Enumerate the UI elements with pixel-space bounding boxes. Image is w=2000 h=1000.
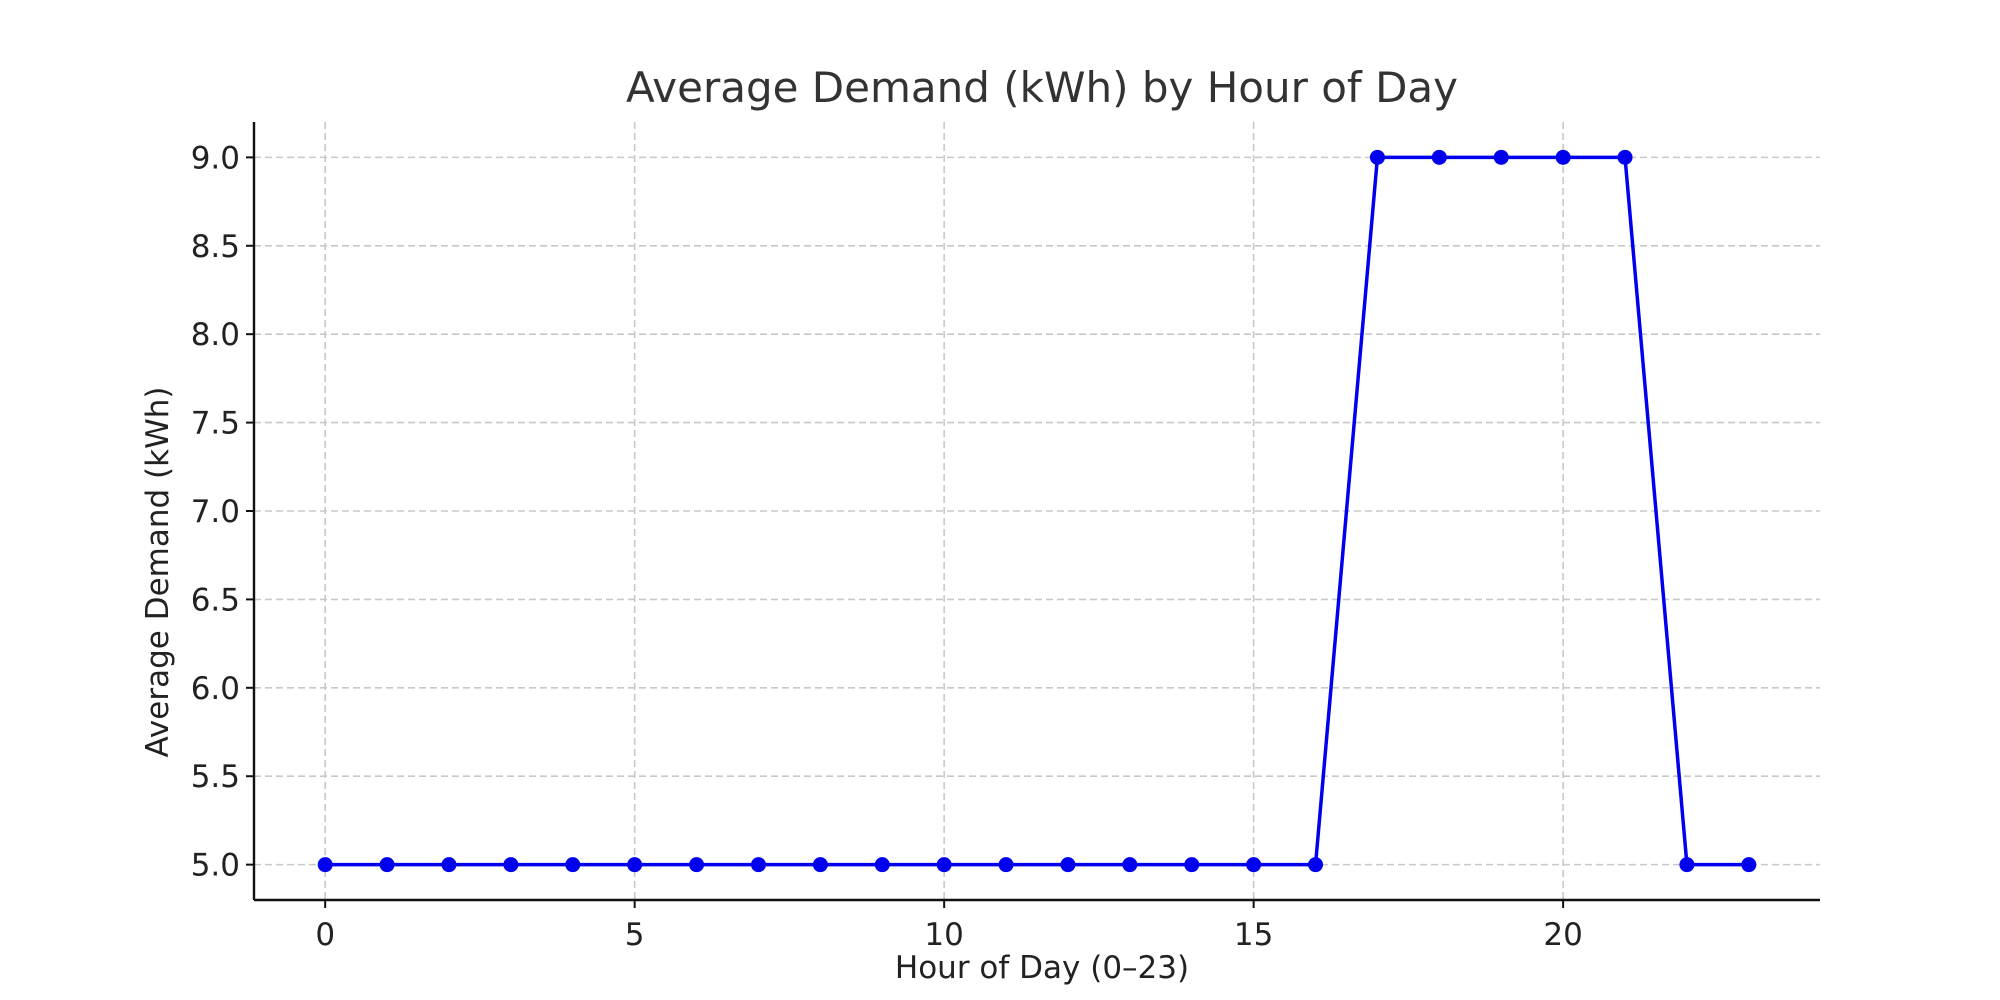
x-tick-label: 20 xyxy=(1543,917,1582,953)
y-tick-label: 5.5 xyxy=(191,759,240,795)
data-point[interactable] xyxy=(1308,857,1324,873)
x-axis-title: Hour of Day (0–23) xyxy=(895,950,1189,986)
y-tick-label: 8.5 xyxy=(191,229,240,265)
y-tick-label: 7.0 xyxy=(191,494,240,530)
y-tick-label: 5.0 xyxy=(191,848,240,884)
data-point[interactable] xyxy=(1679,857,1695,873)
data-point[interactable] xyxy=(689,857,705,873)
y-tick-label: 8.0 xyxy=(191,317,240,353)
data-point[interactable] xyxy=(317,857,333,873)
y-axis-title: Average Demand (kWh) xyxy=(140,387,176,758)
series-layer xyxy=(317,149,1757,873)
x-tick-label: 5 xyxy=(625,917,645,953)
x-tick-label: 10 xyxy=(924,917,963,953)
data-point[interactable] xyxy=(812,857,828,873)
data-point[interactable] xyxy=(1493,149,1509,165)
data-point[interactable] xyxy=(998,857,1014,873)
data-point[interactable] xyxy=(1369,149,1385,165)
data-point[interactable] xyxy=(936,857,952,873)
data-point[interactable] xyxy=(750,857,766,873)
data-point[interactable] xyxy=(1184,857,1200,873)
data-point[interactable] xyxy=(1617,149,1633,165)
data-point[interactable] xyxy=(503,857,519,873)
series-line xyxy=(325,155,1749,867)
x-tick-label: 0 xyxy=(315,917,335,953)
y-tick-label: 7.5 xyxy=(191,406,240,442)
chart-title: Average Demand (kWh) by Hour of Day xyxy=(626,63,1458,112)
data-point[interactable] xyxy=(874,857,890,873)
data-point[interactable] xyxy=(1555,149,1571,165)
data-point[interactable] xyxy=(627,857,643,873)
tick-layer: 0 5 10 15 20 5.0 5.5 6.0 6.5 7.0 7.5 8.0 8.5 9.0 xyxy=(191,140,1583,953)
x-tick-label: 15 xyxy=(1234,917,1273,953)
data-point[interactable] xyxy=(379,857,395,873)
data-point[interactable] xyxy=(441,857,457,873)
y-tick-label: 9.0 xyxy=(191,140,240,176)
data-point[interactable] xyxy=(1431,149,1447,165)
data-point[interactable] xyxy=(1741,857,1757,873)
grid-layer xyxy=(254,122,1820,900)
y-tick-label: 6.5 xyxy=(191,582,240,618)
data-point[interactable] xyxy=(1122,857,1138,873)
data-point[interactable] xyxy=(1246,857,1262,873)
data-point[interactable] xyxy=(1060,857,1076,873)
y-tick-label: 6.0 xyxy=(191,671,240,707)
data-point[interactable] xyxy=(565,857,581,873)
